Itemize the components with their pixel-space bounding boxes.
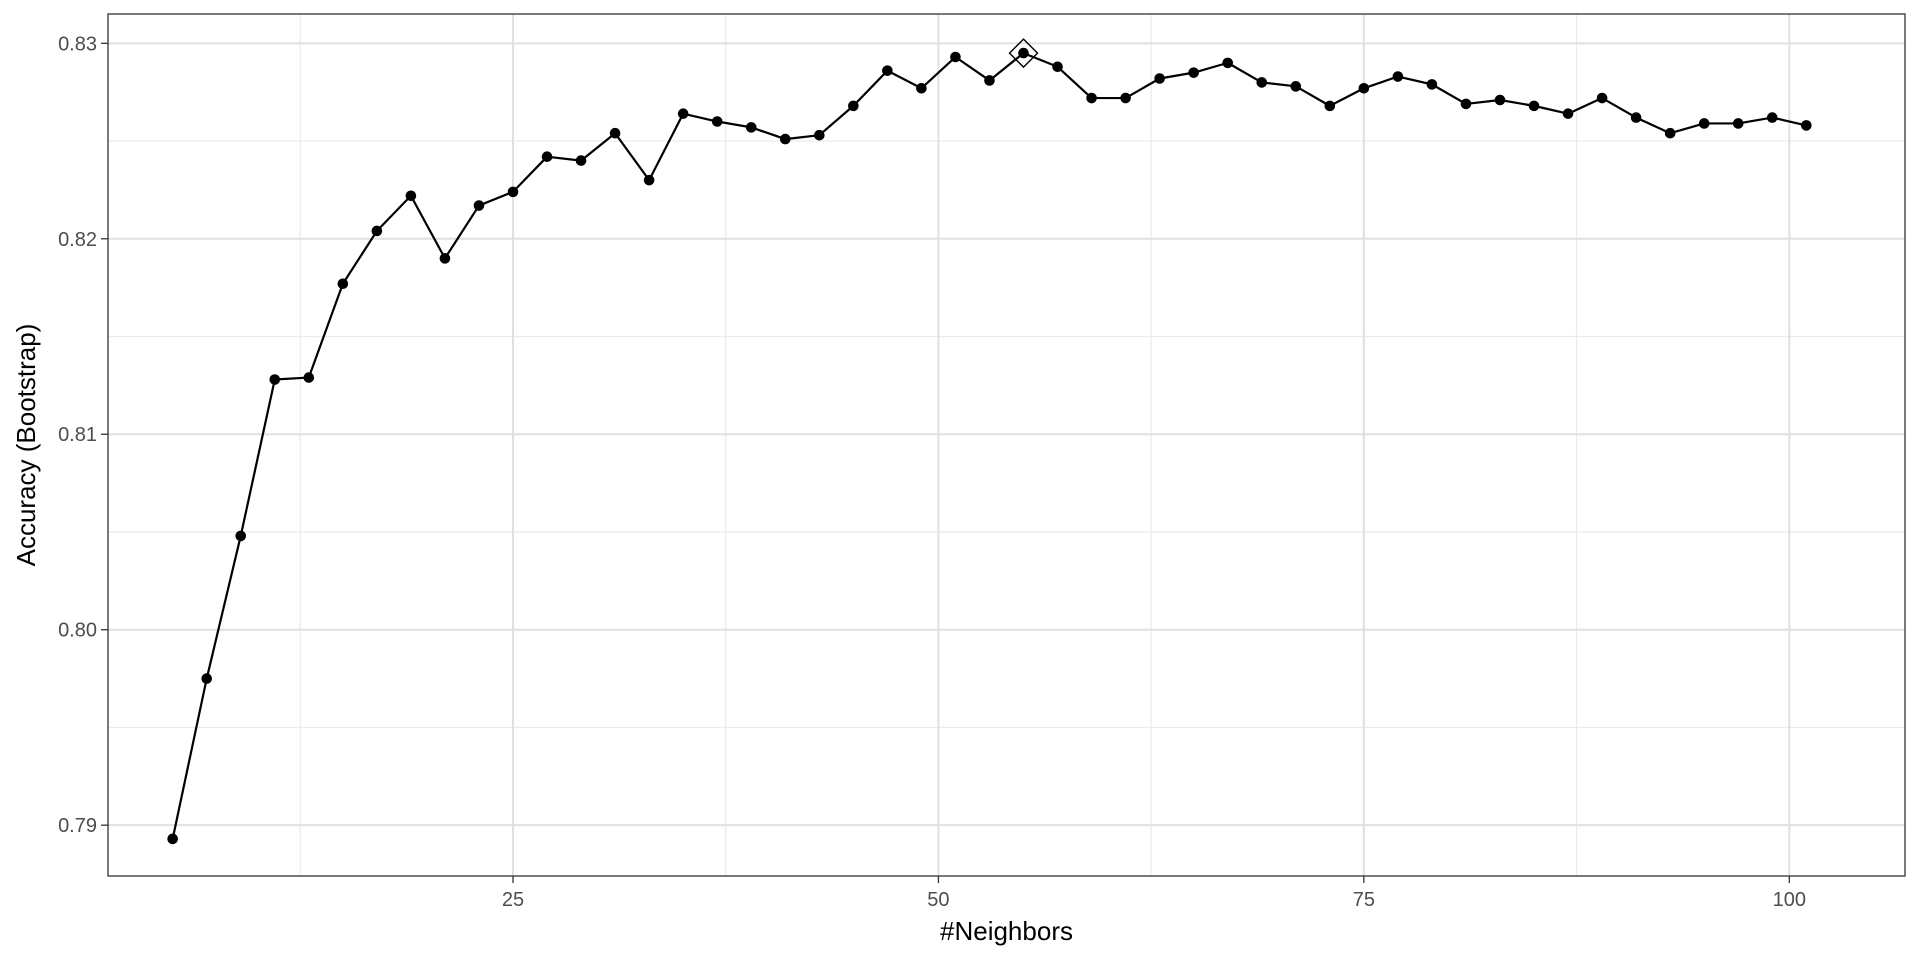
y-tick-label: 0.79: [58, 815, 97, 837]
data-series: [167, 38, 1812, 845]
data-point: [405, 190, 417, 202]
data-point: [1732, 118, 1744, 129]
y-tick-label: 0.83: [58, 33, 97, 55]
data-point: [609, 127, 621, 139]
data-point: [1358, 82, 1370, 94]
data-point: [779, 133, 791, 145]
data-point: [1188, 67, 1199, 78]
data-point: [916, 82, 927, 94]
data-point: [303, 372, 315, 383]
data-point: [167, 833, 178, 845]
data-point: [1664, 127, 1676, 139]
x-axis-title: #Neighbors: [940, 916, 1073, 946]
y-axis-title: Accuracy (Bootstrap): [11, 324, 41, 567]
axis-ticks: 25 50 75 100 0.79 0.80 0.81 0.82 0.83: [58, 33, 1806, 911]
data-point: [473, 200, 485, 211]
data-point: [950, 51, 961, 63]
data-point: [371, 225, 383, 237]
data-point: [711, 116, 723, 127]
data-point: [1290, 81, 1302, 92]
x-tick-label: 50: [927, 889, 949, 911]
data-point: [984, 75, 995, 86]
data-point: [1766, 112, 1778, 123]
data-point: [1426, 79, 1438, 90]
data-point: [235, 530, 247, 542]
data-point: [1154, 73, 1165, 84]
data-point: [1460, 98, 1472, 110]
data-point: [1222, 57, 1234, 69]
y-tick-label: 0.81: [58, 424, 97, 446]
data-point: [1086, 92, 1097, 104]
data-point: [201, 673, 212, 684]
x-tick-label: 100: [1773, 889, 1806, 911]
data-point: [337, 278, 349, 290]
x-tick-label: 75: [1353, 889, 1375, 911]
y-tick-label: 0.82: [58, 229, 97, 251]
data-point: [1392, 71, 1404, 82]
data-point: [541, 151, 553, 162]
data-point: [745, 122, 757, 133]
data-point: [677, 108, 689, 119]
data-point: [1052, 61, 1063, 73]
data-point: [643, 174, 655, 186]
best-point-marker: [1008, 38, 1039, 69]
data-point: [507, 186, 519, 198]
plot-panel-border: [107, 13, 1906, 877]
data-point: [1018, 47, 1029, 59]
data-point: [575, 155, 587, 166]
data-point: [1528, 100, 1540, 112]
data-point: [439, 253, 451, 264]
data-point: [269, 374, 281, 385]
data-point: [1120, 92, 1131, 104]
series-line: [171, 51, 1807, 840]
data-point: [1324, 100, 1336, 112]
data-point: [882, 65, 893, 76]
data-point: [848, 100, 859, 112]
y-tick-label: 0.80: [58, 620, 97, 642]
data-point: [814, 129, 825, 141]
data-point: [1256, 77, 1268, 88]
data-point: [1801, 120, 1812, 131]
x-tick-label: 25: [502, 889, 524, 911]
data-point: [1596, 92, 1608, 104]
data-point: [1630, 112, 1642, 123]
data-point: [1494, 94, 1506, 106]
grid-lines: [108, 14, 1905, 876]
data-point: [1562, 108, 1574, 119]
data-point: [1698, 118, 1710, 129]
